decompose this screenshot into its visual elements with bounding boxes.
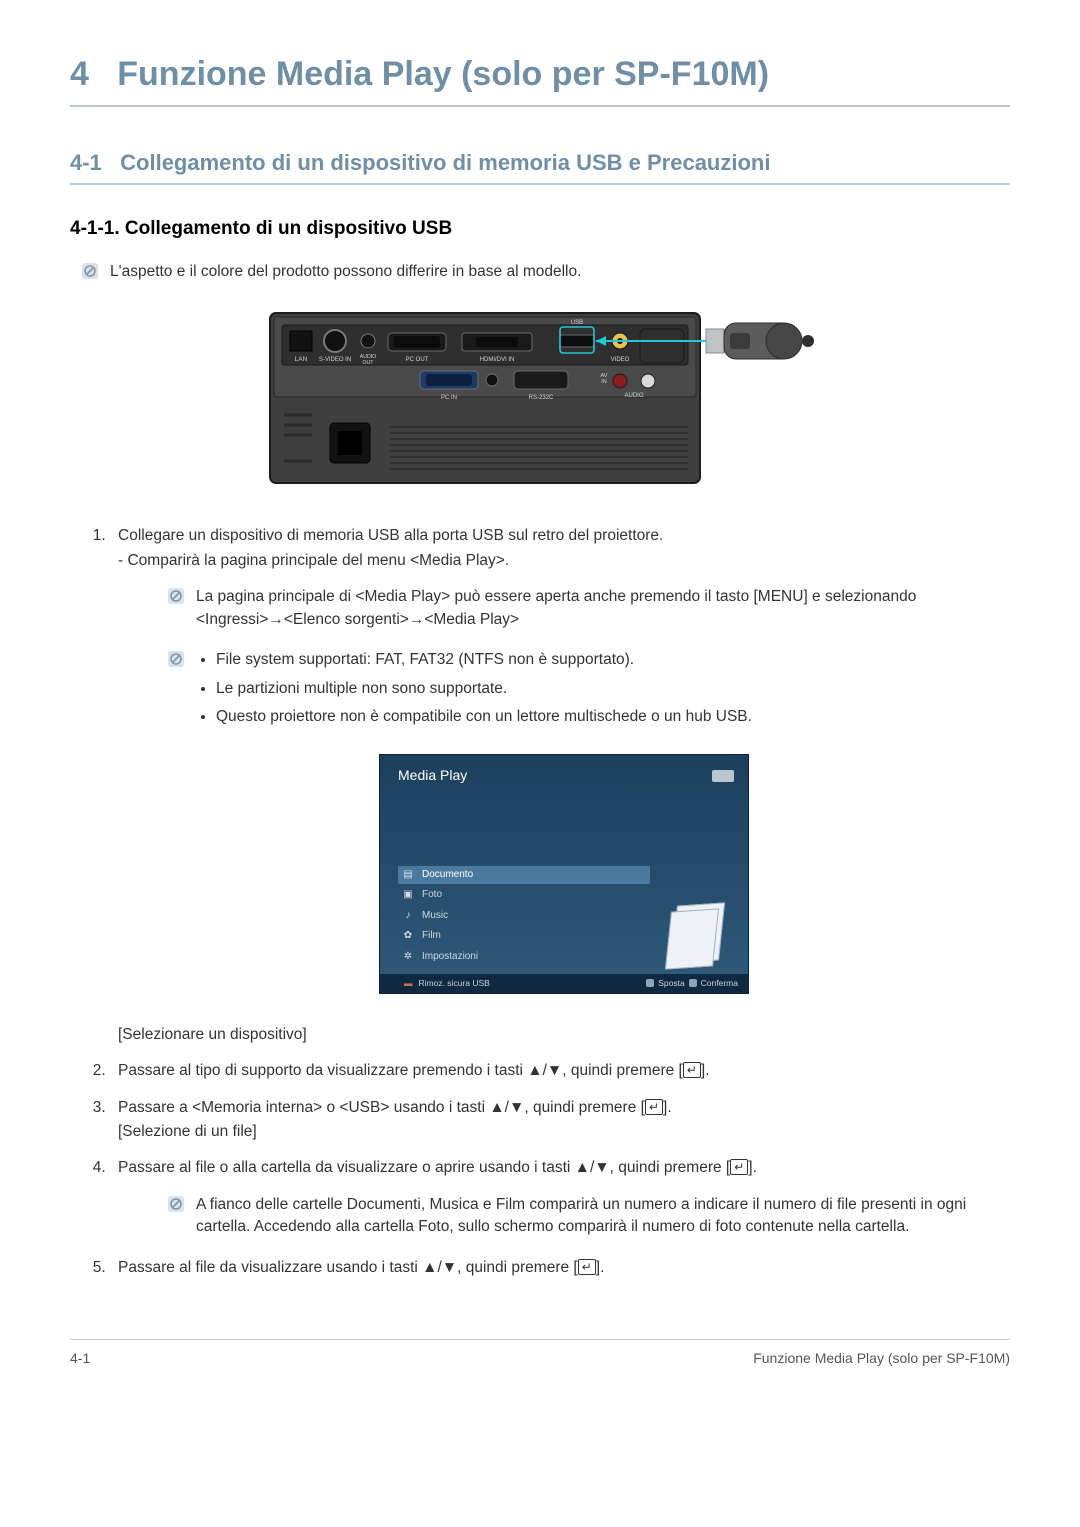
document-icon: ▤ [402, 869, 414, 881]
step-3-post: ]. [663, 1099, 672, 1116]
photo-icon: ▣ [402, 890, 414, 902]
note-folder-count-text: A fianco delle cartelle Documenti, Music… [196, 1194, 1010, 1239]
step-1-line2: - Comparirà la pagina principale del men… [118, 550, 1010, 572]
media-preview-thumb [664, 898, 734, 968]
note-filesystem: File system supportati: FAT, FAT32 (NTFS… [168, 649, 1010, 734]
info-icon [168, 1196, 184, 1212]
move-key-icon [646, 979, 654, 987]
svg-text:RS-232C: RS-232C [529, 395, 554, 401]
note-folder-count: A fianco delle cartelle Documenti, Music… [168, 1194, 1010, 1239]
media-footer-sposta: Sposta [658, 977, 684, 989]
media-title: Media Play [398, 765, 467, 785]
media-item-label: Music [422, 909, 448, 924]
music-icon: ♪ [402, 910, 414, 922]
step-2: Passare al tipo di supporto da visualizz… [110, 1060, 1010, 1082]
svg-text:LAN: LAN [295, 356, 308, 363]
svg-text:AUDIO: AUDIO [624, 393, 643, 399]
media-menu: ▤ Documento ▣ Foto ♪ Music ✿ [398, 866, 650, 969]
select-device-label: [Selezionare un dispositivo] [118, 1024, 1010, 1046]
svg-text:PC OUT: PC OUT [406, 357, 429, 363]
svg-text:PC IN: PC IN [441, 395, 457, 401]
usb-stick-icon [712, 770, 734, 782]
step-4-pre: Passare al file o alla cartella da visua… [118, 1159, 730, 1176]
steps-list: Collegare un dispositivo di memoria USB … [110, 525, 1010, 1279]
fs-bullet-1: File system supportati: FAT, FAT32 (NTFS… [216, 649, 1010, 671]
media-play-screenshot: Media Play ▤ Documento ▣ Foto [118, 754, 1010, 993]
media-item-music: ♪ Music [398, 907, 650, 926]
enter-icon: ↵ [645, 1099, 663, 1115]
step-4-post: ]. [748, 1159, 757, 1176]
svg-text:IN: IN [601, 379, 607, 385]
section-title: 4-1 Collegamento di un dispositivo di me… [70, 147, 1010, 185]
media-item-documento: ▤ Documento [398, 866, 650, 885]
svg-text:VIDEO: VIDEO [611, 357, 630, 363]
svg-text:S-VIDEO IN: S-VIDEO IN [319, 357, 351, 363]
chapter-title: 4 Funzione Media Play (solo per SP-F10M) [70, 50, 1010, 107]
media-item-foto: ▣ Foto [398, 886, 650, 905]
enter-key-icon [689, 979, 697, 987]
step-1-line1: Collegare un dispositivo di memoria USB … [118, 525, 1010, 547]
media-item-impostazioni: ✲ Impostazioni [398, 948, 650, 967]
media-footer-left: Rimoz. sicura USB [419, 977, 490, 989]
step-5-post: ]. [596, 1259, 605, 1276]
film-icon: ✿ [402, 931, 414, 943]
svg-text:OUT: OUT [363, 360, 375, 366]
step-1: Collegare un dispositivo di memoria USB … [110, 525, 1010, 1046]
section-text: Collegamento di un dispositivo di memori… [120, 150, 770, 175]
step-3-pre: Passare a <Memoria interna> o <USB> usan… [118, 1099, 645, 1116]
section-number: 4-1 [70, 150, 102, 175]
step-3: Passare a <Memoria interna> o <USB> usan… [110, 1097, 1010, 1144]
fs-bullet-3: Questo proiettore non è compatibile con … [216, 706, 1010, 728]
media-item-label: Impostazioni [422, 950, 478, 965]
note-mediaplay-menu: La pagina principale di <Media Play> può… [168, 586, 1010, 631]
enter-icon: ↵ [578, 1259, 596, 1275]
step-5: Passare al file da visualizzare usando i… [110, 1257, 1010, 1279]
note-appearance: L'aspetto e il colore del prodotto posso… [82, 261, 1010, 283]
svg-text:USB: USB [571, 320, 583, 326]
enter-icon: ↵ [683, 1062, 701, 1078]
media-item-film: ✿ Film [398, 927, 650, 946]
info-icon [82, 263, 98, 279]
step-4: Passare al file o alla cartella da visua… [110, 1157, 1010, 1238]
media-item-label: Documento [422, 868, 473, 883]
step-2-post: ]. [701, 1062, 710, 1079]
media-item-label: Film [422, 929, 441, 944]
rear-panel-illustration: LAN S-VIDEO IN AUDIO OUT PC OUT HDMI/DVI… [70, 305, 1010, 495]
gear-icon: ✲ [402, 951, 414, 963]
footer-right: Funzione Media Play (solo per SP-F10M) [753, 1348, 1010, 1368]
subsection-number: 4-1-1. [70, 218, 120, 239]
step-3-sub: [Selezione di un file] [118, 1121, 1010, 1143]
media-item-label: Foto [422, 888, 442, 903]
media-footer: ▬ Rimoz. sicura USB Sposta Conferma [380, 974, 748, 992]
footer-left: 4-1 [70, 1348, 90, 1368]
media-footer-conferma: Conferma [701, 977, 738, 989]
svg-text:HDMI/DVI IN: HDMI/DVI IN [480, 357, 515, 363]
note-mediaplay-text: La pagina principale di <Media Play> può… [196, 586, 1010, 631]
note-appearance-text: L'aspetto e il colore del prodotto posso… [110, 261, 1010, 283]
info-icon [168, 588, 184, 604]
step-2-pre: Passare al tipo di supporto da visualizz… [118, 1062, 683, 1079]
fs-bullet-2: Le partizioni multiple non sono supporta… [216, 678, 1010, 700]
chapter-number: 4 [70, 55, 89, 93]
subsection-text: Collegamento di un dispositivo USB [125, 218, 452, 239]
enter-icon: ↵ [730, 1159, 748, 1175]
subsection-title: 4-1-1. Collegamento di un dispositivo US… [70, 215, 1010, 243]
page-footer: 4-1 Funzione Media Play (solo per SP-F10… [70, 1339, 1010, 1368]
step-5-pre: Passare al file da visualizzare usando i… [118, 1259, 578, 1276]
chapter-text: Funzione Media Play (solo per SP-F10M) [117, 55, 769, 93]
info-icon [168, 651, 184, 667]
note-filesystem-list: File system supportati: FAT, FAT32 (NTFS… [196, 649, 1010, 734]
